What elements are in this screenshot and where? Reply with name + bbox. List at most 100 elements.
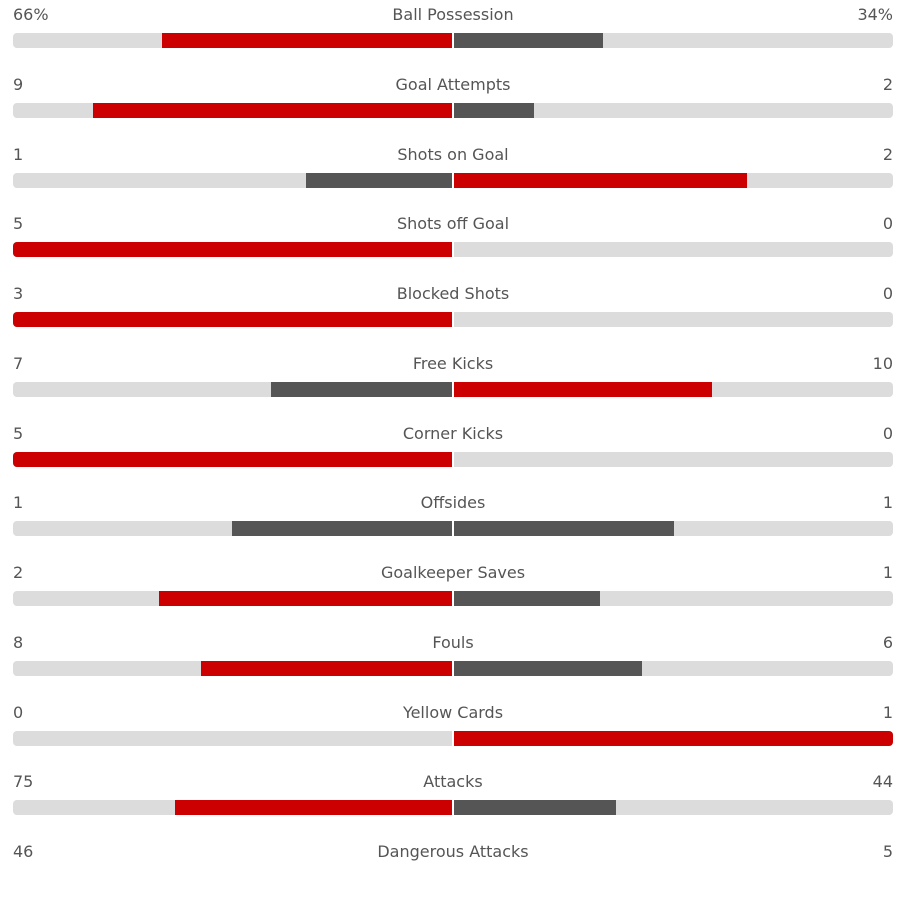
away-value: 2 (882, 74, 893, 94)
away-value: 1 (882, 493, 893, 513)
home-bar-fill (232, 521, 452, 537)
stat-text-line: Yellow Cards 0 1 (13, 702, 893, 724)
home-bar-fill (159, 591, 452, 606)
stat-row: Offsides 1 1 (13, 488, 893, 558)
home-bar-fill (201, 660, 452, 676)
stat-bar (13, 451, 893, 467)
home-bar-fill (175, 800, 452, 816)
stat-row: Ball Possession 66% 34% (13, 0, 893, 70)
stat-bar (13, 33, 893, 48)
stat-text-line: Ball Possession 66% 34% (13, 4, 893, 26)
away-bar-track (454, 660, 893, 676)
away-value: 5 (882, 842, 893, 861)
stat-label: Blocked Shots (396, 284, 510, 303)
match-statistics: Ball Possession 66% 34% Goal Attempts 9 2 Shot… (13, 0, 893, 907)
away-bar-track (454, 172, 893, 188)
away-value: 2 (882, 144, 893, 164)
stat-row: Corner Kicks 5 0 (13, 419, 893, 489)
away-bar-fill (454, 660, 642, 676)
stat-bar (13, 102, 893, 118)
stat-label: Dangerous Attacks (377, 842, 529, 861)
stat-bar (13, 242, 893, 258)
stat-text-line: Fouls 8 6 (13, 632, 893, 654)
stat-label: Ball Possession (392, 5, 514, 24)
home-bar-track (13, 660, 452, 676)
home-bar-track (13, 591, 452, 606)
home-bar-fill (162, 33, 452, 48)
stat-bar (13, 312, 893, 327)
home-bar-fill (271, 381, 452, 397)
stat-label: Attacks (423, 772, 483, 792)
away-bar-track (454, 730, 893, 746)
stat-bar (13, 521, 893, 537)
home-value: 0 (13, 702, 24, 722)
stat-label: Free Kicks (412, 353, 494, 373)
away-value: 1 (882, 563, 893, 582)
away-bar-fill (454, 33, 603, 48)
home-bar-track (13, 242, 452, 258)
away-bar-fill (454, 172, 747, 188)
home-bar-track (13, 172, 452, 188)
stat-text-line: Dangerous Attacks 46 5 (13, 841, 893, 863)
home-bar-track (13, 451, 452, 467)
stat-label: Goalkeeper Saves (380, 563, 526, 582)
home-value: 9 (13, 74, 24, 94)
away-bar-track (454, 521, 893, 537)
away-value: 6 (882, 632, 893, 652)
home-value: 75 (13, 772, 34, 792)
away-bar-fill (454, 521, 674, 537)
stat-bar (13, 730, 893, 746)
away-bar-fill (454, 730, 893, 746)
home-value: 5 (13, 423, 24, 443)
stat-text-line: Corner Kicks 5 0 (13, 423, 893, 445)
stat-label: Fouls (432, 632, 474, 652)
home-bar-track (13, 800, 452, 816)
stat-row: Goalkeeper Saves 2 1 (13, 558, 893, 628)
stat-bar (13, 172, 893, 188)
home-value: 1 (13, 493, 24, 513)
home-bar-track (13, 312, 452, 327)
home-bar-track (13, 730, 452, 746)
home-bar-track (13, 381, 452, 397)
away-value: 10 (872, 353, 893, 373)
home-value: 66% (13, 5, 49, 24)
away-bar-track (454, 242, 893, 258)
stat-text-line: Offsides 1 1 (13, 492, 893, 514)
home-bar-fill (13, 312, 452, 327)
away-value: 44 (872, 772, 893, 792)
home-bar-fill (13, 451, 452, 467)
away-value: 1 (882, 702, 893, 722)
away-bar-track (454, 33, 893, 48)
stat-row: Yellow Cards 0 1 (13, 698, 893, 768)
away-bar-fill (454, 102, 534, 118)
away-bar-fill (454, 381, 712, 397)
away-bar-track (454, 381, 893, 397)
home-value: 3 (13, 284, 24, 303)
home-value: 7 (13, 353, 24, 373)
stat-label: Offsides (420, 493, 486, 513)
home-bar-track (13, 102, 452, 118)
home-bar-fill (13, 242, 452, 258)
stat-text-line: Blocked Shots 3 0 (13, 283, 893, 305)
stat-row: Shots off Goal 5 0 (13, 209, 893, 279)
away-value: 0 (882, 284, 893, 303)
stat-row: Attacks 75 44 (13, 767, 893, 837)
away-bar-track (454, 102, 893, 118)
stat-text-line: Free Kicks 7 10 (13, 353, 893, 375)
stat-row: Blocked Shots 3 0 (13, 279, 893, 349)
home-value: 2 (13, 563, 24, 582)
home-bar-fill (306, 172, 452, 188)
stat-text-line: Shots on Goal 1 2 (13, 144, 893, 166)
home-bar-track (13, 33, 452, 48)
stat-row: Free Kicks 7 10 (13, 349, 893, 419)
stat-text-line: Attacks 75 44 (13, 771, 893, 793)
stat-label: Shots on Goal (397, 144, 509, 164)
away-value: 34% (857, 5, 893, 24)
stat-bar (13, 660, 893, 676)
home-value: 5 (13, 214, 24, 234)
away-bar-track (454, 451, 893, 467)
stat-text-line: Goalkeeper Saves 2 1 (13, 562, 893, 584)
home-bar-fill (93, 102, 452, 118)
stat-row: Goal Attempts 9 2 (13, 70, 893, 140)
away-bar-fill (454, 800, 616, 816)
